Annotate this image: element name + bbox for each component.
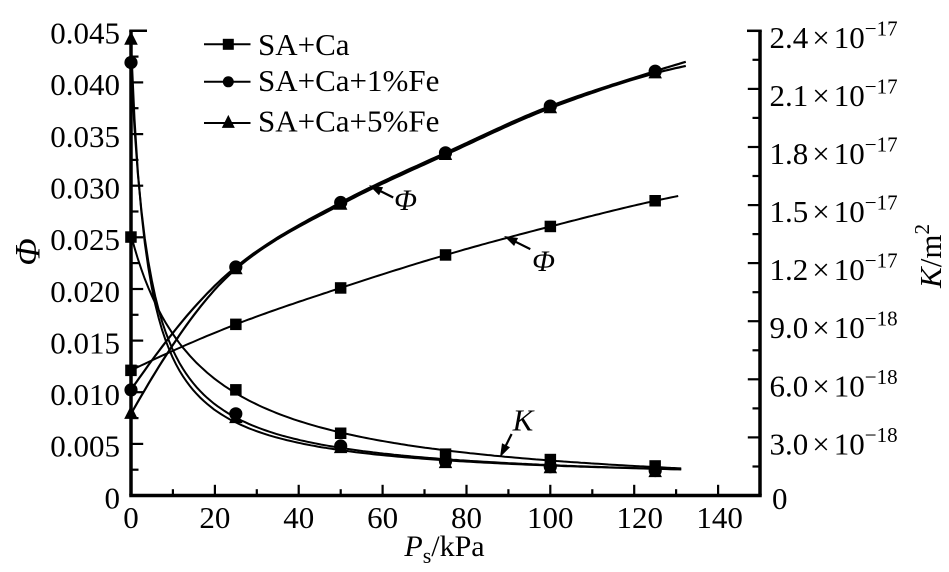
svg-text:2.1×10−17: 2.1 × 10−17 xyxy=(770,74,898,113)
svg-text:0: 0 xyxy=(123,500,139,535)
svg-text:60: 60 xyxy=(367,500,398,535)
svg-text:0.045: 0.045 xyxy=(50,16,120,51)
svg-text:SA+Ca: SA+Ca xyxy=(258,27,350,62)
svg-text:SA+Ca+1%Fe: SA+Ca+1%Fe xyxy=(258,63,439,98)
svg-text:K/m2: K/m2 xyxy=(910,224,948,289)
svg-text:0.025: 0.025 xyxy=(50,222,120,257)
svg-text:Φ: Φ xyxy=(532,245,555,278)
svg-text:80: 80 xyxy=(451,500,482,535)
svg-text:0.035: 0.035 xyxy=(50,119,120,154)
svg-text:140: 140 xyxy=(696,500,743,535)
svg-text:0: 0 xyxy=(105,480,121,515)
svg-text:0.040: 0.040 xyxy=(50,67,120,102)
svg-text:2.4×10−17: 2.4 × 10−17 xyxy=(770,16,898,55)
svg-text:40: 40 xyxy=(283,500,314,535)
svg-text:100: 100 xyxy=(527,500,574,535)
svg-text:K: K xyxy=(512,403,536,438)
svg-text:0: 0 xyxy=(772,481,788,516)
svg-text:0.030: 0.030 xyxy=(50,171,120,206)
svg-text:0.015: 0.015 xyxy=(50,325,120,360)
svg-text:SA+Ca+5%Fe: SA+Ca+5%Fe xyxy=(258,103,439,138)
svg-text:0.020: 0.020 xyxy=(50,274,120,309)
svg-text:0.010: 0.010 xyxy=(50,377,120,412)
svg-text:120: 120 xyxy=(616,500,663,535)
svg-text:0.005: 0.005 xyxy=(50,429,120,464)
svg-text:Ps/kPa: Ps/kPa xyxy=(403,530,484,568)
svg-text:Φ: Φ xyxy=(394,184,417,217)
svg-text:Φ: Φ xyxy=(8,238,48,265)
svg-text:20: 20 xyxy=(199,500,230,535)
